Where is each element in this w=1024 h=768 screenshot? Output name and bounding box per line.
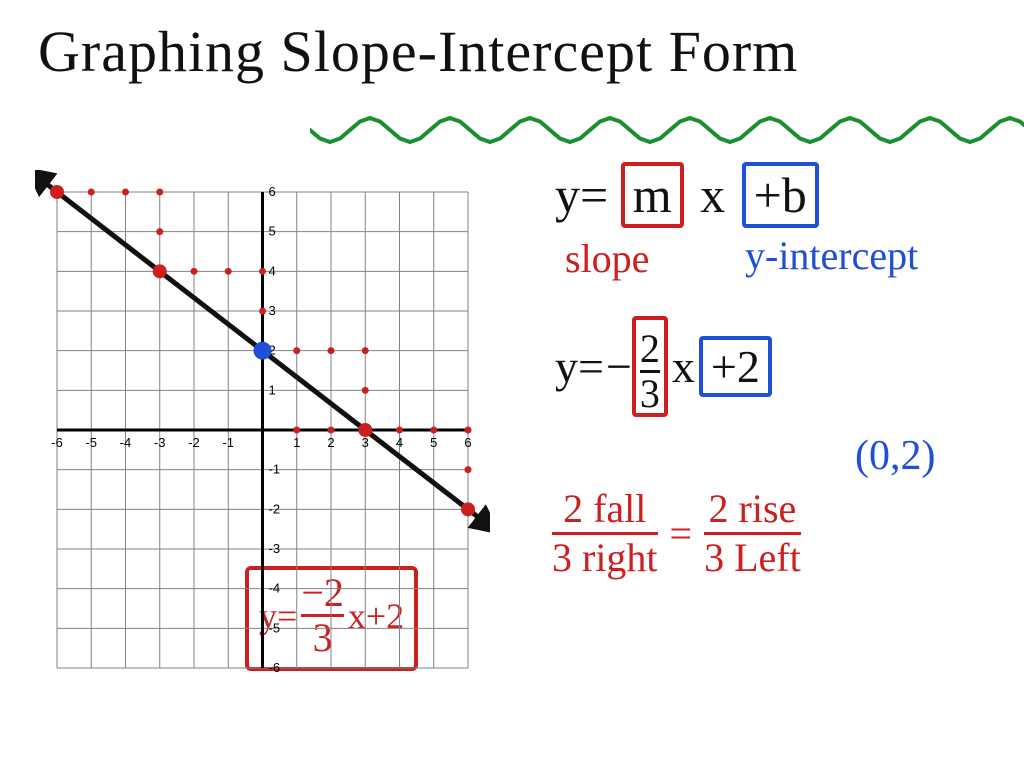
slope-label: slope bbox=[565, 235, 649, 282]
svg-text:-5: -5 bbox=[85, 435, 97, 450]
wavy-underline bbox=[310, 110, 1024, 150]
fall-num: 2 fall bbox=[563, 488, 646, 530]
svg-text:1: 1 bbox=[269, 382, 276, 397]
svg-text:5: 5 bbox=[430, 435, 437, 450]
coordinate-graph: 123456-6-5-4-3-2-1123456-6-5-4-3-2-1 bbox=[35, 170, 490, 690]
svg-text:6: 6 bbox=[464, 435, 471, 450]
eq-b-box: +b bbox=[742, 162, 819, 228]
svg-text:2: 2 bbox=[327, 435, 334, 450]
page-title: Graphing Slope-Intercept Form bbox=[38, 18, 798, 85]
fall-den: 3 right bbox=[552, 537, 658, 579]
svg-text:-1: -1 bbox=[269, 462, 281, 477]
svg-text:5: 5 bbox=[269, 224, 276, 239]
svg-text:-1: -1 bbox=[222, 435, 234, 450]
yintercept-label: y-intercept bbox=[745, 232, 918, 279]
point-label: (0,2) bbox=[855, 432, 935, 480]
svg-text:3: 3 bbox=[362, 435, 369, 450]
eq2-y: y= bbox=[555, 340, 604, 393]
eq2-x: x bbox=[672, 340, 695, 393]
eq2-neg: − bbox=[606, 340, 632, 393]
slope-in-words: 2 fall 3 right = 2 rise 3 Left bbox=[552, 488, 801, 579]
svg-text:-6: -6 bbox=[51, 435, 63, 450]
svg-text:-3: -3 bbox=[269, 541, 281, 556]
rise-num: 2 rise bbox=[709, 488, 797, 530]
svg-text:4: 4 bbox=[269, 263, 276, 278]
eq-x: x bbox=[700, 166, 725, 224]
fall-fraction: 2 fall 3 right bbox=[552, 488, 658, 579]
equation-template: y= m x +b bbox=[555, 162, 819, 228]
svg-text:4: 4 bbox=[396, 435, 403, 450]
equation-example: y= − 2 3 x +2 bbox=[555, 316, 772, 417]
svg-text:-2: -2 bbox=[188, 435, 200, 450]
svg-text:-6: -6 bbox=[269, 660, 281, 675]
eq2-num: 2 bbox=[640, 330, 660, 368]
svg-text:1: 1 bbox=[293, 435, 300, 450]
eq2-b-box: +2 bbox=[699, 336, 772, 397]
eq2-fraction-box: 2 3 bbox=[632, 316, 668, 417]
svg-text:-3: -3 bbox=[154, 435, 166, 450]
eq2-den: 3 bbox=[640, 375, 660, 413]
svg-text:-5: -5 bbox=[269, 620, 281, 635]
rise-den: 3 Left bbox=[704, 537, 801, 579]
svg-text:-2: -2 bbox=[269, 501, 281, 516]
svg-text:-4: -4 bbox=[269, 581, 281, 596]
svg-text:-4: -4 bbox=[120, 435, 132, 450]
rise-fraction: 2 rise 3 Left bbox=[704, 488, 801, 579]
eq-m-box: m bbox=[621, 162, 684, 228]
svg-text:3: 3 bbox=[269, 303, 276, 318]
eq-y: y= bbox=[555, 166, 608, 224]
equals: = bbox=[670, 510, 693, 557]
svg-text:6: 6 bbox=[269, 184, 276, 199]
